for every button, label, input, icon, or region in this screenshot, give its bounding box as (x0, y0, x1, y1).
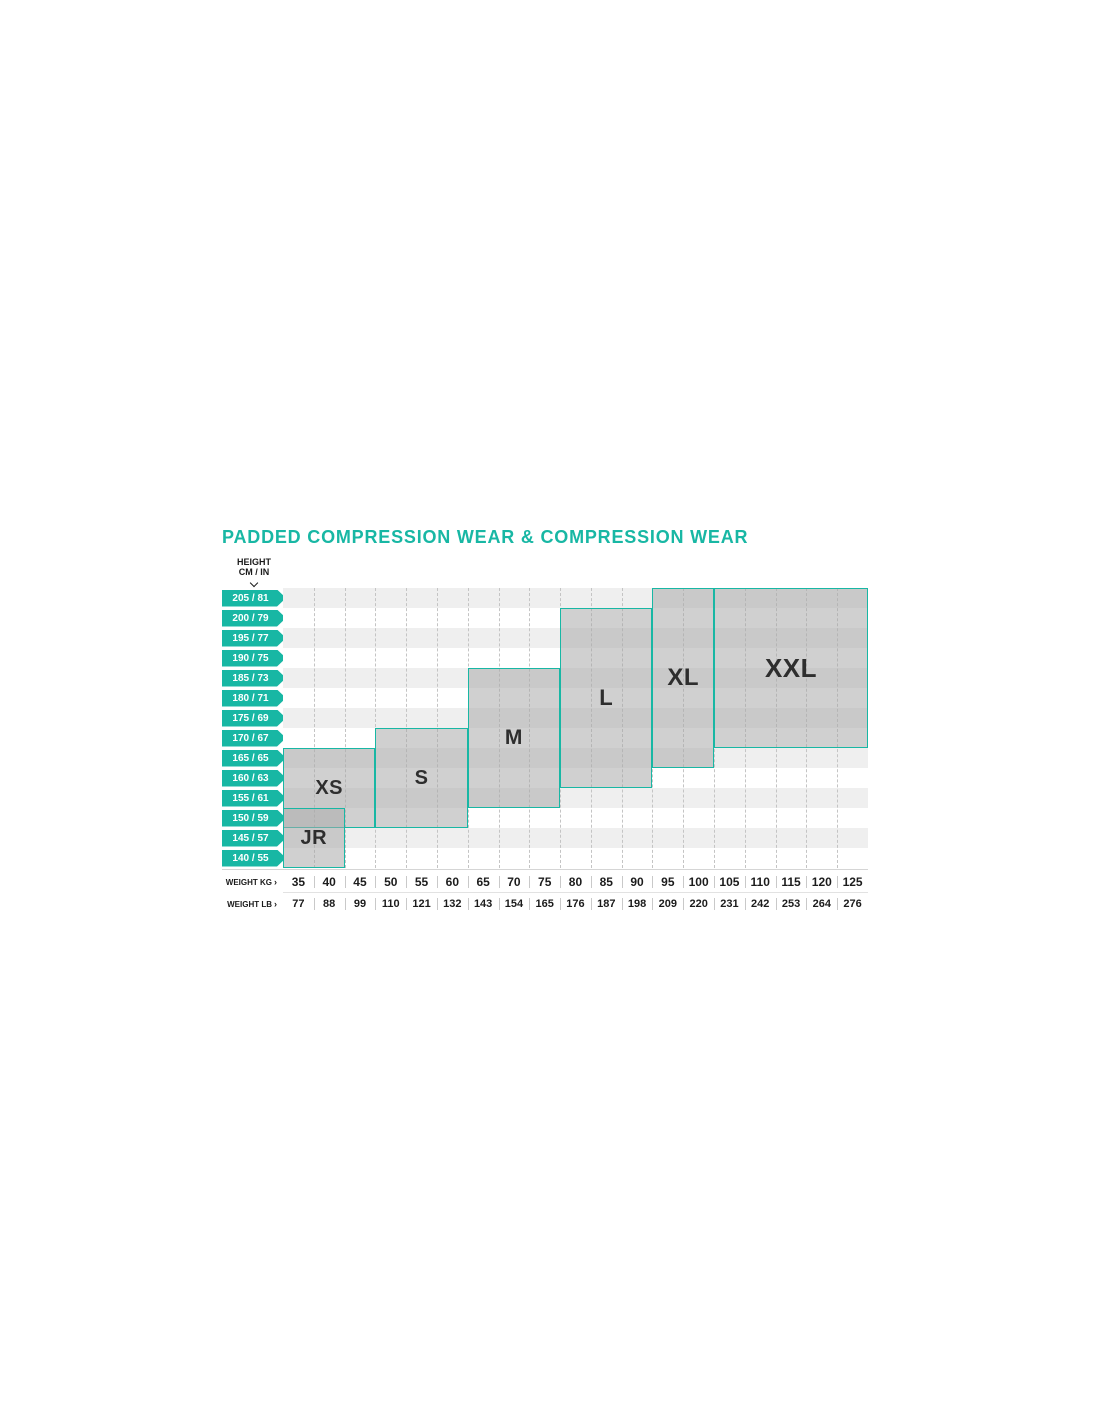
weight-kg-value: 85 (590, 871, 622, 893)
weight-lb-value: 77 (292, 898, 305, 910)
height-axis-label-line1: HEIGHT (236, 557, 271, 567)
weight-lb-value: 110 (375, 893, 406, 915)
arrow-right-icon: › (274, 877, 277, 887)
height-axis-header: HEIGHT CM / IN (218, 557, 290, 588)
weight-kg-axis-label: WEIGHT KG › (220, 871, 280, 893)
size-region-xxl: XXL (714, 588, 868, 748)
weight-kg-value: 75 (529, 871, 560, 893)
height-label-arrow: 150 / 59 (222, 809, 286, 827)
size-region-l: L (560, 608, 653, 788)
weight-lb-axis-label: WEIGHT LB › (220, 893, 280, 915)
weight-lb-axis: 77 88 99 110 121 132 143 154 165 176 187 198 209 220 2… (283, 893, 868, 915)
weight-kg-value: 100 (683, 871, 714, 893)
weight-kg-value: 110 (744, 871, 776, 893)
height-label-arrow: 160 / 63 (222, 769, 286, 787)
height-axis: 205 / 81 200 / 79 195 / 77 190 / 75 185 / 73… (222, 588, 286, 868)
size-region-s: S (375, 728, 468, 828)
weight-gridline (344, 588, 346, 868)
weight-lb-value: 88 (313, 893, 345, 915)
axis-divider-top (222, 869, 868, 870)
weight-lb-value: 121 (406, 893, 437, 915)
height-label-arrow: 145 / 57 (222, 829, 286, 847)
size-region-m: M (467, 668, 561, 808)
weight-kg-value: 35 (291, 875, 306, 889)
weight-lb-value: 276 (837, 893, 868, 915)
weight-kg-value: 60 (436, 871, 468, 893)
weight-kg-value: 115 (775, 871, 807, 893)
weight-lb-value: 264 (806, 893, 837, 915)
height-axis-label-line2: CM / IN (238, 567, 270, 577)
weight-kg-value: 45 (344, 871, 376, 893)
weight-lb-value: 187 (590, 893, 622, 915)
weight-kg-value: 90 (621, 871, 653, 893)
axis-divider-middle (283, 892, 868, 893)
weight-kg-value: 65 (467, 871, 499, 893)
height-label-arrow: 195 / 77 (222, 629, 286, 647)
weight-lb-value: 209 (652, 893, 683, 915)
weight-lb-value: 154 (498, 893, 530, 915)
weight-kg-value: 95 (652, 871, 683, 893)
weight-lb-value: 242 (744, 893, 776, 915)
weight-kg-label-text: WEIGHT KG (225, 877, 272, 887)
weight-lb-value: 220 (683, 893, 714, 915)
size-region-xl: XL (652, 588, 715, 768)
height-row-stripe (283, 848, 868, 868)
height-label-arrow: 205 / 81 (222, 589, 286, 607)
weight-lb-value: 198 (621, 893, 653, 915)
weight-lb-value: 165 (529, 893, 560, 915)
weight-lb-value: 99 (344, 893, 376, 915)
height-label-arrow: 175 / 69 (222, 709, 286, 727)
size-region-jr: JR (283, 808, 345, 868)
weight-kg-value: 50 (375, 871, 406, 893)
height-label-arrow: 180 / 71 (222, 689, 286, 707)
height-label-arrow: 155 / 61 (222, 789, 286, 807)
height-label-arrow: 200 / 79 (222, 609, 286, 627)
arrow-right-icon: › (274, 899, 277, 909)
height-label-arrow: 165 / 65 (222, 749, 286, 767)
weight-lb-value: 176 (560, 893, 591, 915)
weight-lb-value: 253 (775, 893, 807, 915)
weight-kg-value: 70 (498, 871, 530, 893)
height-row-stripe (283, 828, 868, 848)
weight-kg-value: 105 (714, 871, 745, 893)
chart-plot-area: JR XS S M L XL XXL (283, 588, 868, 868)
chevron-down-icon (249, 578, 259, 588)
weight-kg-value: 120 (806, 871, 837, 893)
weight-gridline (313, 588, 315, 868)
page-title: PADDED COMPRESSION WEAR & COMPRESSION WE… (222, 527, 749, 547)
weight-kg-axis: 35 40 45 50 55 60 65 70 75 80 85 90 95 100 105 110 115 12… (283, 871, 868, 893)
height-label-arrow: 190 / 75 (222, 649, 286, 667)
height-label-arrow: 170 / 67 (222, 729, 286, 747)
weight-lb-value: 143 (467, 893, 499, 915)
weight-lb-value: 231 (714, 893, 745, 915)
height-label-arrow: 185 / 73 (222, 669, 286, 687)
weight-lb-label-text: WEIGHT LB (227, 899, 272, 909)
weight-kg-value: 125 (837, 871, 868, 893)
height-label-arrow: 140 / 55 (222, 849, 286, 867)
weight-kg-value: 40 (313, 871, 345, 893)
weight-kg-value: 55 (406, 871, 437, 893)
weight-lb-value: 132 (436, 893, 468, 915)
weight-kg-value: 80 (560, 871, 591, 893)
